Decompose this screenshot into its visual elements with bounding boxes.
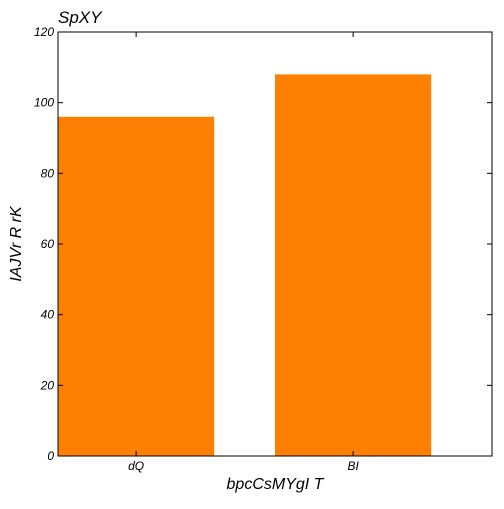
- y-tick-label-0: 0: [47, 449, 54, 463]
- bar-1: [275, 74, 432, 457]
- bars-layer: [58, 74, 432, 457]
- bar-0: [58, 116, 215, 457]
- x-tick-label-1: BI: [347, 459, 359, 473]
- ticks-layer: dQ BI 0 20 40 60 80 100 120: [34, 25, 492, 473]
- y-tick-label-1: 20: [40, 378, 55, 392]
- y-tick-label-6: 120: [34, 25, 54, 39]
- y-tick-label-5: 100: [34, 96, 54, 110]
- y-tick-label-2: 40: [41, 308, 55, 322]
- x-axis-label: bpcCsMYgI T: [227, 476, 325, 493]
- y-tick-label-4: 80: [41, 166, 55, 180]
- chart-title: SpXY: [58, 8, 103, 27]
- x-tick-label-0: dQ: [128, 459, 144, 473]
- y-axis-label: IAJVr R rK: [8, 205, 25, 282]
- plot-frame: [57, 31, 493, 457]
- y-tick-label-3: 60: [41, 237, 55, 251]
